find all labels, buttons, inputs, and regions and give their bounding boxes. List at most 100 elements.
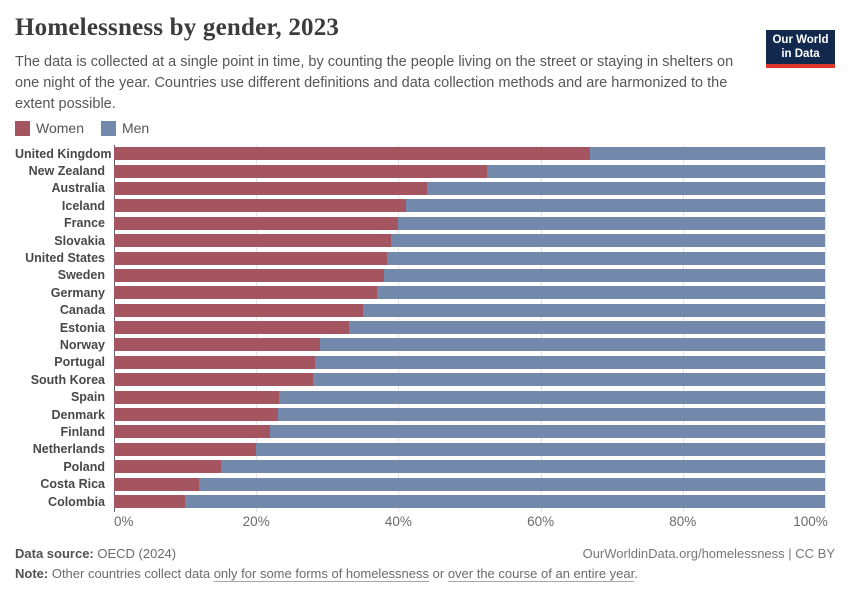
- bar-segment-women[interactable]: [114, 164, 487, 178]
- bar-segment-men[interactable]: [314, 355, 825, 369]
- bar-segment-women[interactable]: [114, 234, 392, 248]
- bar-row-canada: Canada: [15, 302, 835, 319]
- legend-swatch-women: [15, 120, 30, 136]
- bar-track: [114, 181, 825, 195]
- bar-row-sweden: Sweden: [15, 267, 835, 284]
- bar-segment-men[interactable]: [377, 286, 825, 300]
- country-label: South Korea: [30, 372, 105, 387]
- legend-label: Men: [121, 120, 150, 136]
- bar-segment-men[interactable]: [426, 181, 825, 195]
- bar-segment-women[interactable]: [114, 460, 221, 474]
- bar-segment-women[interactable]: [114, 199, 406, 213]
- bar-track: [114, 286, 825, 300]
- bar-row-colombia: Colombia: [15, 493, 835, 510]
- bar-segment-women[interactable]: [114, 303, 363, 317]
- country-label: Netherlands: [32, 442, 105, 457]
- bar-segment-men[interactable]: [590, 147, 825, 161]
- page-title: Homelessness by gender, 2023: [15, 14, 340, 41]
- bar-row-denmark: Denmark: [15, 406, 835, 423]
- bar-segment-men[interactable]: [278, 390, 825, 404]
- bar-segment-men[interactable]: [391, 234, 825, 248]
- bar-segment-men[interactable]: [199, 477, 825, 491]
- bar-segment-men[interactable]: [220, 460, 825, 474]
- bar-segment-men[interactable]: [387, 251, 825, 265]
- bar-track: [114, 373, 825, 387]
- bar-segment-women[interactable]: [114, 477, 200, 491]
- logo-line1: Our World: [772, 34, 829, 46]
- bar-segment-women[interactable]: [114, 355, 315, 369]
- bar-segment-women[interactable]: [114, 181, 427, 195]
- country-label: France: [64, 216, 105, 231]
- bar-row-portugal: Portugal: [15, 354, 835, 371]
- bar-segment-women[interactable]: [114, 338, 321, 352]
- country-label: Poland: [63, 459, 105, 474]
- bar-track: [114, 460, 825, 474]
- bar-segment-men[interactable]: [486, 164, 825, 178]
- note-link-some-forms[interactable]: only for some forms of homelessness: [213, 566, 430, 582]
- bar-segment-women[interactable]: [114, 216, 399, 230]
- x-tick-label-60: 60%: [527, 514, 555, 530]
- note-text: .: [634, 566, 638, 582]
- bar-segment-men[interactable]: [398, 216, 825, 230]
- country-label: Sweden: [57, 268, 105, 283]
- country-label: Estonia: [59, 320, 105, 335]
- bar-segment-men[interactable]: [362, 303, 825, 317]
- bar-track: [114, 268, 825, 282]
- bar-row-france: France: [15, 215, 835, 232]
- bar-segment-women[interactable]: [114, 321, 349, 335]
- bar-track: [114, 303, 825, 317]
- bar-row-costa-rica: Costa Rica: [15, 475, 835, 492]
- legend-swatch-men: [100, 120, 116, 136]
- bar-row-slovakia: Slovakia: [15, 232, 835, 249]
- note-label: Note:: [15, 566, 49, 582]
- bar-row-new-zealand: New Zealand: [15, 162, 835, 179]
- bar-track: [114, 425, 825, 439]
- bar-track: [114, 408, 825, 422]
- country-label: Iceland: [61, 198, 105, 213]
- bar-segment-women[interactable]: [114, 495, 186, 508]
- bar-segment-women[interactable]: [114, 425, 271, 439]
- bar-segment-women[interactable]: [114, 442, 257, 456]
- bar-segment-women[interactable]: [114, 147, 591, 161]
- bar-row-poland: Poland: [15, 458, 835, 475]
- bar-track: [114, 495, 825, 508]
- bar-segment-men[interactable]: [348, 321, 825, 335]
- bar-track: [114, 338, 825, 352]
- legend-label: Women: [36, 120, 84, 136]
- bar-track: [114, 355, 825, 369]
- bar-segment-women[interactable]: [114, 373, 314, 387]
- bar-track: [114, 164, 825, 178]
- bar-chart: United Kingdom New Zealand Australia Icelan…: [15, 145, 835, 513]
- bar-segment-men[interactable]: [270, 425, 825, 439]
- bar-segment-men[interactable]: [185, 495, 825, 508]
- bar-segment-women[interactable]: [114, 268, 385, 282]
- data-source-value: OECD (2024): [93, 546, 177, 562]
- bar-segment-men[interactable]: [384, 268, 825, 282]
- country-label: Costa Rica: [40, 477, 105, 492]
- bar-segment-women[interactable]: [114, 286, 378, 300]
- legend-item-women: Women: [15, 120, 84, 136]
- owid-credit-link[interactable]: OurWorldinData.org/homelessness | CC BY: [582, 546, 835, 562]
- note-link-entire-year[interactable]: over the course of an entire year: [447, 566, 635, 582]
- bar-row-australia: Australia: [15, 180, 835, 197]
- bar-segment-men[interactable]: [277, 408, 825, 422]
- bar-segment-men[interactable]: [320, 338, 825, 352]
- bar-segment-women[interactable]: [114, 390, 279, 404]
- x-tick-label-80: 80%: [669, 514, 697, 530]
- bar-row-norway: Norway: [15, 336, 835, 353]
- bar-row-netherlands: Netherlands: [15, 441, 835, 458]
- country-label: Canada: [59, 303, 105, 318]
- bar-track: [114, 147, 825, 161]
- country-label: Finland: [60, 424, 105, 439]
- note-text: Other countries collect data: [48, 566, 214, 582]
- country-label: Colombia: [48, 494, 105, 509]
- bar-segment-men[interactable]: [313, 373, 825, 387]
- country-label: Slovakia: [54, 233, 105, 248]
- bar-segment-men[interactable]: [256, 442, 825, 456]
- bar-track: [114, 199, 825, 213]
- bar-segment-men[interactable]: [405, 199, 825, 213]
- country-label: Australia: [51, 181, 106, 196]
- bar-segment-women[interactable]: [114, 408, 278, 422]
- bar-segment-women[interactable]: [114, 251, 388, 265]
- legend-item-men: Men: [100, 120, 150, 136]
